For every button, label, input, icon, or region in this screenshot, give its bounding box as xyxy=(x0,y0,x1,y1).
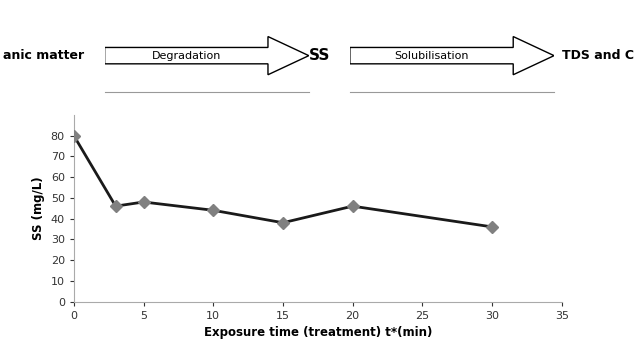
Text: SS: SS xyxy=(308,48,330,63)
Text: anic matter: anic matter xyxy=(3,49,84,62)
Text: Degradation: Degradation xyxy=(152,51,221,61)
Polygon shape xyxy=(350,37,554,75)
X-axis label: Exposure time (treatment) t*(min): Exposure time (treatment) t*(min) xyxy=(204,326,432,339)
Text: Solubilisation: Solubilisation xyxy=(394,51,469,61)
Text: TDS and C: TDS and C xyxy=(562,49,634,62)
Polygon shape xyxy=(105,37,309,75)
Y-axis label: SS (mg/L): SS (mg/L) xyxy=(32,176,45,240)
